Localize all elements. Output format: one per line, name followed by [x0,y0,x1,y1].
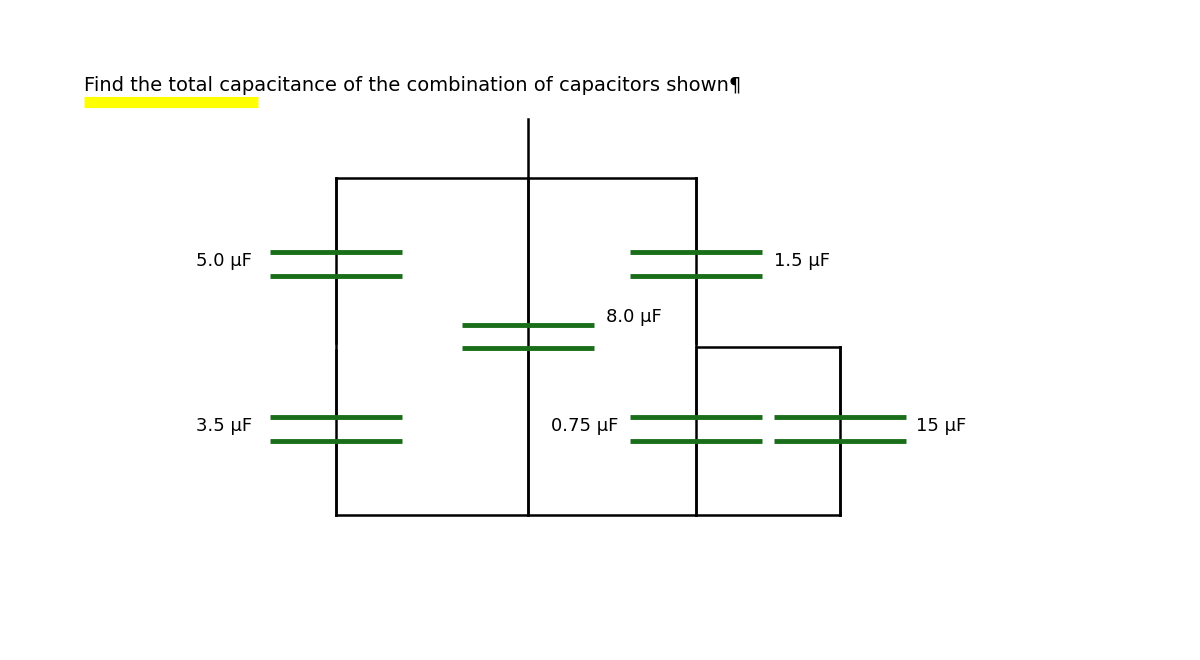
Text: 8.0 μF: 8.0 μF [606,308,661,326]
Text: Find the total capacitance of the combination of capacitors shown¶: Find the total capacitance of the combin… [84,77,742,95]
Text: 1.5 μF: 1.5 μF [774,251,830,270]
Text: 5.0 μF: 5.0 μF [196,251,252,270]
Text: 15 μF: 15 μF [916,416,966,435]
Text: 3.5 μF: 3.5 μF [196,416,252,435]
Text: 0.75 μF: 0.75 μF [551,416,618,435]
